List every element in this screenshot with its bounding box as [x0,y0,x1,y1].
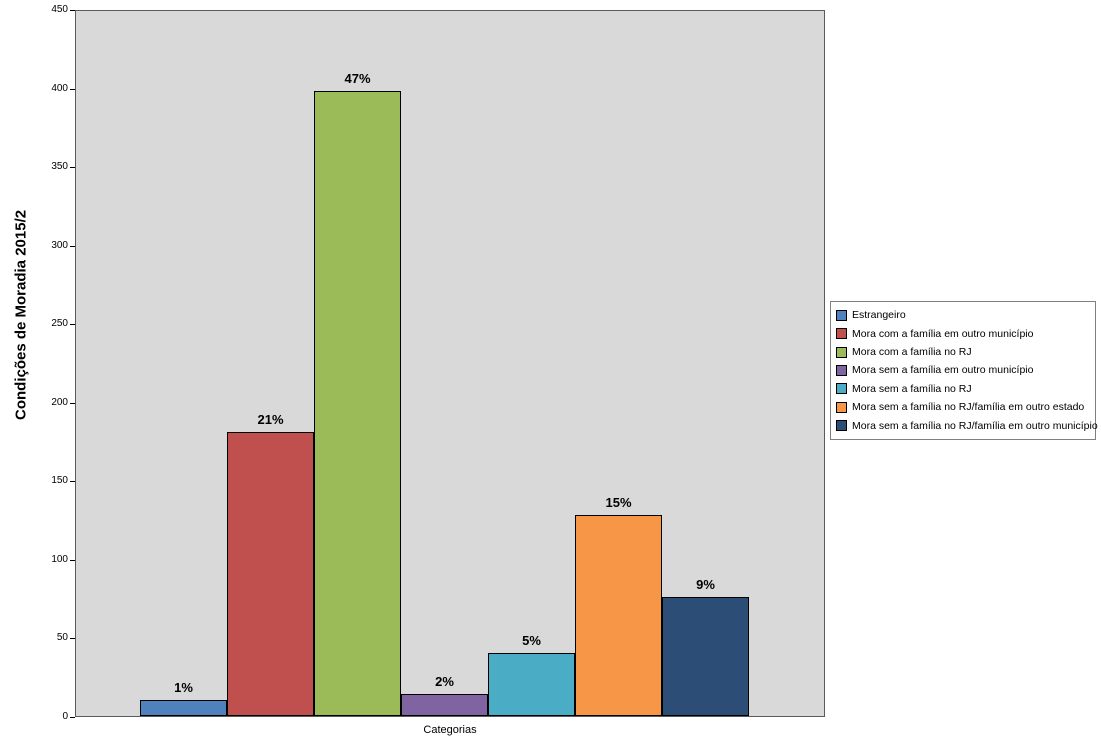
bar [575,515,662,716]
bar-group: 5% [488,633,575,716]
bar-group: 1% [140,680,227,716]
y-tick-mark [70,717,75,718]
legend-swatch [836,420,847,432]
legend-swatch [836,328,847,340]
y-tick-label: 150 [51,475,68,487]
legend-item: Estrangeiro [836,309,1090,321]
y-tick-label: 50 [56,632,68,644]
bar-value-label: 5% [522,633,541,648]
bar-group: 2% [401,674,488,716]
legend-item: Mora com a família em outro município [836,328,1090,340]
legend: Estrangeiro Mora com a família em outro m… [830,301,1098,440]
legend-swatch [836,309,847,321]
bar-group: 21% [227,412,314,716]
bar [662,597,749,716]
bar-value-label: 9% [696,577,715,592]
y-tick-label: 0 [62,711,68,722]
legend-label: Mora sem a família no RJ [852,382,972,395]
bar [314,91,401,716]
y-tick-label: 350 [51,161,68,173]
bar-value-label: 21% [257,412,284,427]
bar [140,700,227,716]
bar-value-label: 1% [174,680,193,695]
legend-swatch [836,364,847,376]
bar-value-label: 2% [435,674,454,689]
legend-item: Mora sem a família no RJ/família em outr… [836,420,1098,432]
bar-group: 9% [662,577,749,716]
bar [401,694,488,716]
plot-area: 1% 21% 47% 2% 5% 15% 9% [75,10,825,717]
legend-item: Mora sem a família no RJ [836,383,1090,395]
legend-item: Mora sem a família em outro município [836,364,1090,376]
y-tick-label: 100 [51,553,68,565]
y-tick-label: 300 [51,239,68,251]
legend-label: Mora com a família no RJ [852,346,972,359]
bar-value-label: 15% [605,495,632,510]
legend-label: Mora sem a família no RJ/família em outr… [852,401,1085,414]
legend-label: Mora sem a família em outro município [852,364,1034,377]
legend-item: Mora sem a família no RJ/família em outr… [836,401,1090,413]
chart-title: Condições de Moradia 2015/2 [12,209,30,421]
bar-group: 47% [314,71,401,716]
legend-swatch [836,383,847,395]
legend-label: Estrangeiro [852,309,906,322]
y-tick-label: 200 [51,396,68,408]
y-tick-label: 250 [51,318,68,330]
bars-container: 1% 21% 47% 2% 5% 15% 9% [140,71,749,716]
bar-group: 15% [575,495,662,716]
legend-label: Mora com a família em outro município [852,327,1034,340]
bar [227,432,314,716]
legend-swatch [836,401,847,413]
bar [488,653,575,716]
legend-label: Mora sem a família no RJ/família em outr… [852,419,1098,432]
y-tick-label: 400 [51,82,68,94]
bar-value-label: 47% [344,71,371,86]
y-tick-label: 450 [51,4,68,15]
x-axis-label: Categorias [423,724,477,736]
legend-swatch [836,346,847,358]
legend-item: Mora com a família no RJ [836,346,1090,358]
